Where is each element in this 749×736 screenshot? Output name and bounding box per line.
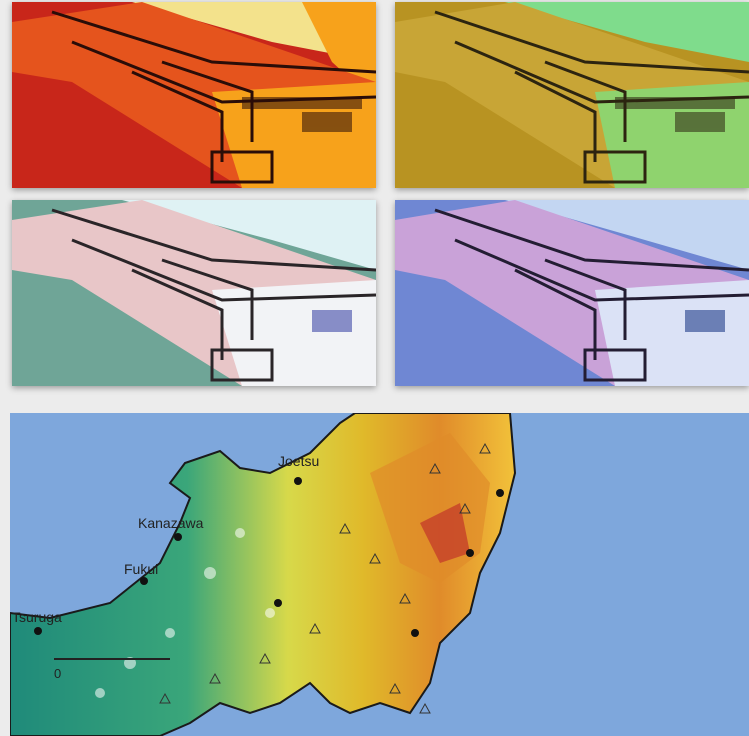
map-terrain [10,413,749,736]
city-label-kanazawa: Kanazawa [138,515,204,531]
city-label-tsuruga: Tsuruga [12,609,62,625]
battery-row-photo-purple-blue [395,200,749,386]
city-label-joetsu: Joetsu [278,453,320,469]
scale-bar-zero-label: 0 [54,666,62,681]
battery-row-photo-pink-teal [12,200,376,386]
photo-panel-red [12,2,376,188]
battery-row-photo-red [12,2,376,188]
photo-panel-pink-teal [12,200,376,386]
battery-row-photo-yellow-green [395,2,749,188]
photo-panel-purple-blue [395,200,749,386]
japan-terrain-map: Joetsu Kanazawa Fukui Tsuruga 0 [10,413,749,736]
city-label-fukui: Fukui [124,561,159,577]
photo-panel-yellow-green [395,2,749,188]
